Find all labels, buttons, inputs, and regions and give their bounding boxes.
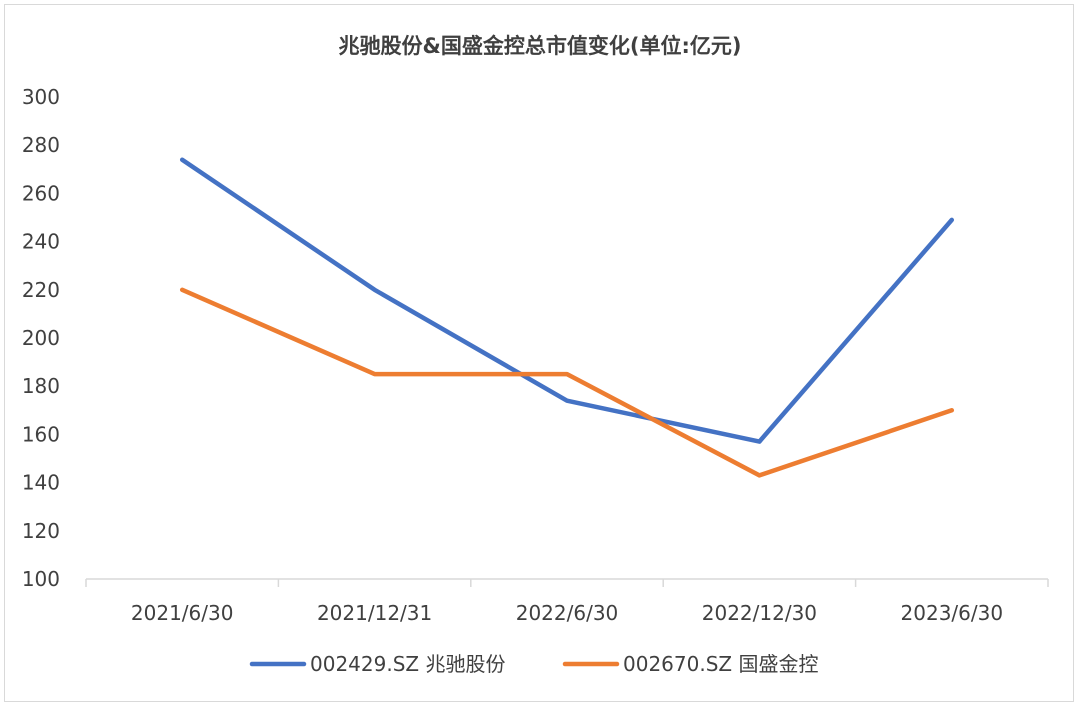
x-tick-label: 2022/6/30	[516, 601, 619, 625]
y-tick-label: 140	[22, 471, 60, 495]
y-tick-label: 240	[22, 230, 60, 254]
chart-title: 兆驰股份&国盛金控总市值变化(单位:亿元)	[338, 34, 742, 58]
y-tick-label: 120	[22, 519, 60, 543]
y-tick-label: 160	[22, 422, 60, 446]
y-tick-label: 300	[22, 85, 60, 109]
y-tick-label: 220	[22, 278, 60, 302]
chart-frame	[4, 4, 1074, 702]
y-tick-label: 180	[22, 374, 60, 398]
y-tick-label: 280	[22, 133, 60, 157]
series-line-1	[179, 157, 955, 444]
x-tick-label: 2021/12/31	[317, 601, 432, 625]
series-line-2	[179, 287, 955, 478]
x-tick-label: 2022/12/30	[702, 601, 817, 625]
y-tick-label: 200	[22, 326, 60, 350]
legend-label-1: 002429.SZ 兆驰股份	[310, 652, 505, 676]
x-tick-label: 2021/6/30	[131, 601, 234, 625]
x-tick-label: 2023/6/30	[901, 601, 1004, 625]
legend-label-2: 002670.SZ 国盛金控	[623, 652, 818, 676]
y-tick-label: 100	[22, 567, 60, 591]
y-tick-label: 260	[22, 181, 60, 205]
